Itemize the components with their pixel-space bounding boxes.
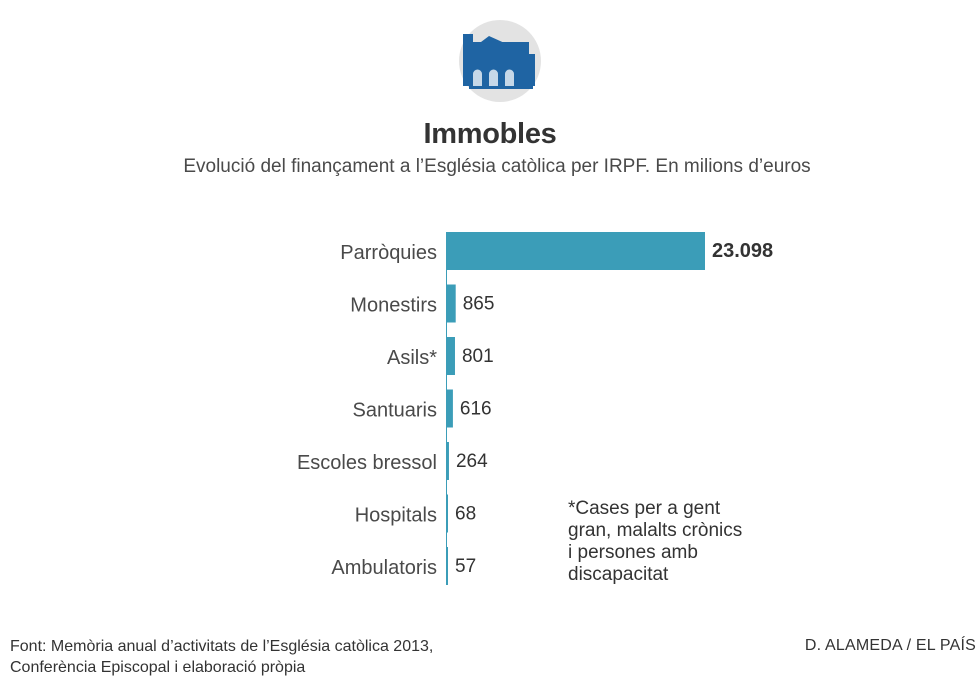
value-label: 801 — [462, 346, 494, 367]
bar — [446, 389, 453, 428]
footnote: *Cases per a gent gran, malalts crònics … — [568, 498, 808, 586]
footnote-line: gran, malalts crònics — [568, 520, 743, 541]
church-building-icon — [459, 20, 541, 102]
chart-subtitle: Evolució del finançament a l’Església ca… — [183, 156, 811, 177]
category-label: Escoles bressol — [297, 452, 437, 474]
bar-chart: Parròquies 23.098 Monestirs 865 Asils* 801 San… — [297, 232, 773, 585]
source-line: Conferència Episcopal i elaboració pròpi… — [10, 659, 306, 676]
category-label: Asils* — [387, 347, 437, 369]
category-label: Hospitals — [355, 505, 437, 527]
value-label: 616 — [460, 399, 492, 420]
footnote-line: *Cases per a gent — [568, 498, 721, 519]
footnote-line: i persones amb — [568, 542, 698, 563]
credit: D. ALAMEDA / EL PAÍS — [804, 637, 976, 654]
value-label: 68 — [455, 504, 476, 525]
bar — [446, 547, 448, 585]
source-note: Font: Memòria anual d’activitats de l’Es… — [10, 636, 570, 678]
chart-title: Immobles — [423, 118, 557, 150]
category-label: Parròquies — [340, 242, 437, 264]
value-label: 57 — [455, 556, 476, 577]
bar — [446, 494, 448, 533]
value-label: 23.098 — [712, 240, 773, 262]
value-label: 865 — [463, 294, 495, 315]
footnote-line: discapacitat — [568, 564, 669, 585]
bar — [446, 337, 455, 375]
bar — [446, 442, 449, 480]
category-label: Ambulatoris — [331, 557, 437, 579]
value-label: 264 — [456, 451, 488, 472]
source-line: Font: Memòria anual d’activitats de l’Es… — [10, 638, 434, 655]
category-label: Monestirs — [350, 295, 437, 317]
bar — [446, 232, 705, 270]
category-label: Santuaris — [353, 400, 438, 422]
bar — [446, 284, 456, 323]
